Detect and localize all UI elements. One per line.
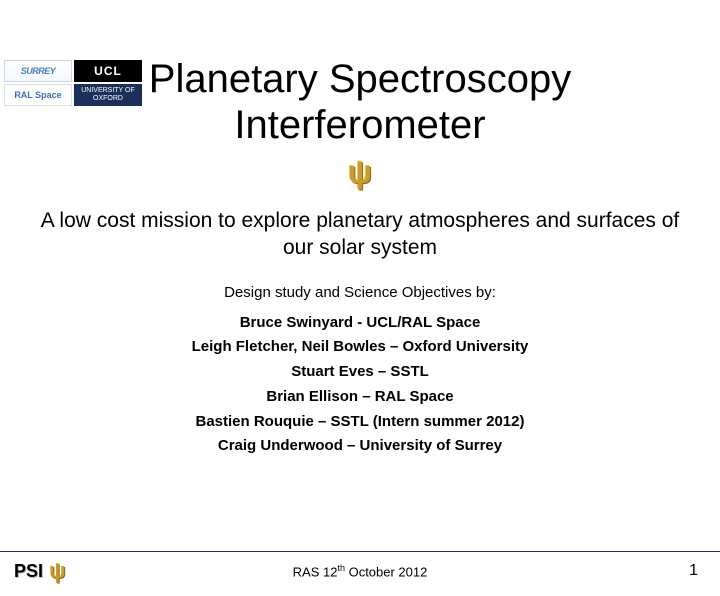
- logo-row-1: SURREY UCL: [4, 60, 142, 82]
- psi-icon: ψ: [348, 154, 372, 191]
- title-line-1: Planetary Spectroscopy: [149, 57, 571, 101]
- slide-footer: PSI ψ RAS 12th October 2012 1: [0, 551, 720, 584]
- credit-line-0: Bruce Swinyard - UCL/RAL Space: [0, 311, 720, 336]
- credit-line-2: Stuart Eves – SSTL: [0, 360, 720, 385]
- logo-row-2: RAL Space UNIVERSITY OF OXFORD: [4, 84, 142, 106]
- credit-line-3: Brian Ellison – RAL Space: [0, 385, 720, 410]
- credits-block: Design study and Science Objectives by: …: [0, 284, 720, 460]
- logo-cluster: SURREY UCL RAL Space UNIVERSITY OF OXFOR…: [4, 60, 142, 106]
- footer-date: RAS 12th October 2012: [0, 563, 720, 579]
- psi-symbol-wrap: ψ: [0, 148, 720, 191]
- footer-date-sup: th: [337, 563, 345, 573]
- credit-line-4: Bastien Rouquie – SSTL (Intern summer 20…: [0, 410, 720, 435]
- logo-oxford: UNIVERSITY OF OXFORD: [74, 84, 142, 106]
- footer-date-suffix: October 2012: [345, 564, 427, 579]
- logo-ral-space: RAL Space: [4, 84, 72, 106]
- slide-subtitle: A low cost mission to explore planetary …: [0, 207, 720, 262]
- credit-line-5: Craig Underwood – University of Surrey: [0, 434, 720, 459]
- credits-lead: Design study and Science Objectives by:: [0, 284, 720, 301]
- footer-date-prefix: RAS 12: [293, 564, 338, 579]
- credit-line-1: Leigh Fletcher, Neil Bowles – Oxford Uni…: [0, 335, 720, 360]
- title-line-2: Interferometer: [234, 103, 485, 147]
- logo-ucl: UCL: [74, 60, 142, 82]
- logo-surrey: SURREY: [4, 60, 72, 82]
